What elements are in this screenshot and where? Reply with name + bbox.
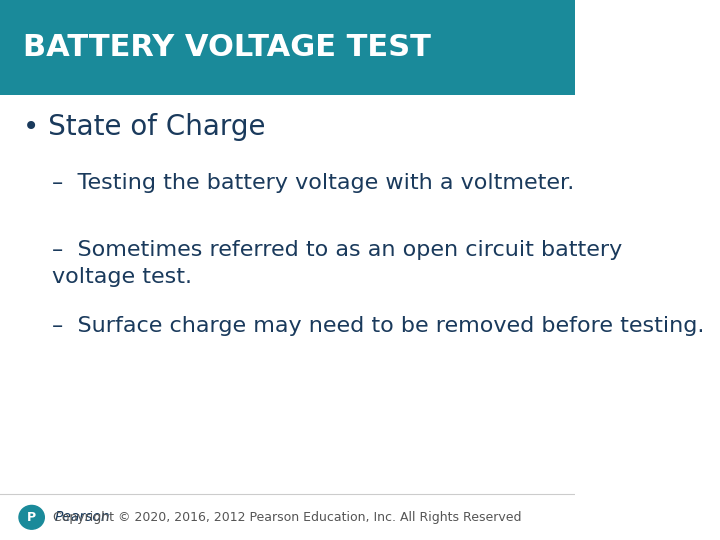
Text: BATTERY VOLTAGE TEST: BATTERY VOLTAGE TEST	[23, 33, 431, 62]
Text: –  Sometimes referred to as an open circuit battery
voltage test.: – Sometimes referred to as an open circu…	[52, 240, 622, 287]
FancyBboxPatch shape	[0, 0, 575, 94]
Text: Copyright © 2020, 2016, 2012 Pearson Education, Inc. All Rights Reserved: Copyright © 2020, 2016, 2012 Pearson Edu…	[53, 511, 522, 524]
Text: • State of Charge: • State of Charge	[23, 113, 266, 141]
Text: P: P	[27, 511, 36, 524]
Text: –  Surface charge may need to be removed before testing.: – Surface charge may need to be removed …	[52, 316, 704, 336]
Text: –  Testing the battery voltage with a voltmeter.: – Testing the battery voltage with a vol…	[52, 173, 574, 193]
Circle shape	[19, 505, 45, 529]
Text: Pearson: Pearson	[55, 510, 110, 524]
